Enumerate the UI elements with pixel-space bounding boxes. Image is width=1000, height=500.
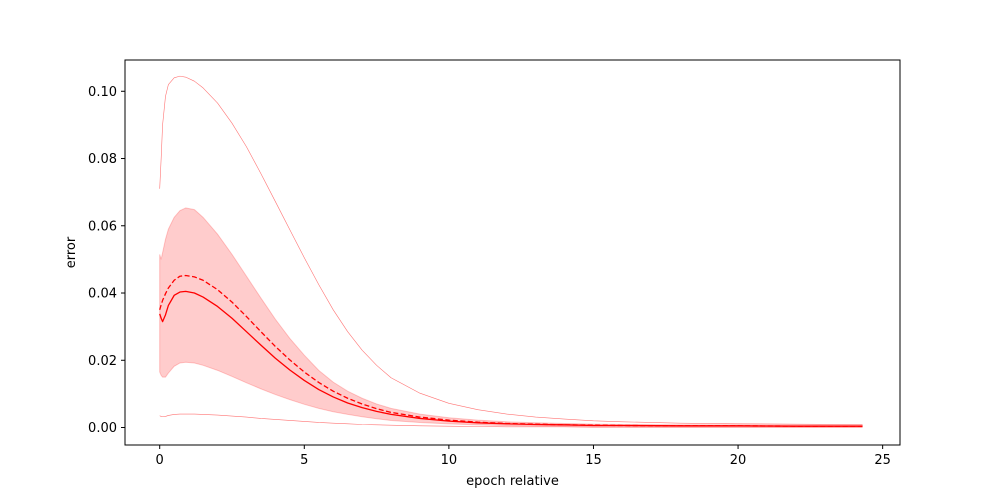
x-tick-label: 15	[585, 453, 602, 468]
x-tick-label: 0	[156, 453, 164, 468]
y-tick-label: 0.08	[88, 152, 117, 167]
min-line	[159, 413, 863, 428]
x-axis-ticks: 0 5 10 15 20 25	[156, 445, 891, 468]
y-tick-label: 0.02	[88, 354, 117, 369]
plot-area	[159, 75, 863, 428]
x-tick-label: 20	[730, 453, 747, 468]
y-axis-label: error	[64, 236, 79, 268]
y-tick-label: 0.06	[88, 219, 117, 234]
confidence-band	[159, 207, 863, 428]
x-tick-label: 25	[874, 453, 891, 468]
max-line	[159, 75, 863, 425]
median-line	[159, 274, 863, 427]
y-tick-label: 0.04	[88, 287, 117, 302]
y-tick-label: 0.00	[88, 421, 117, 436]
y-axis-ticks: 0.00 0.02 0.04 0.06 0.08 0.10	[88, 85, 125, 436]
x-tick-label: 5	[300, 453, 308, 468]
y-tick-label: 0.10	[88, 85, 117, 100]
x-tick-label: 10	[441, 453, 458, 468]
x-axis-label: epoch relative	[466, 474, 559, 489]
axes-frame	[124, 59, 901, 446]
